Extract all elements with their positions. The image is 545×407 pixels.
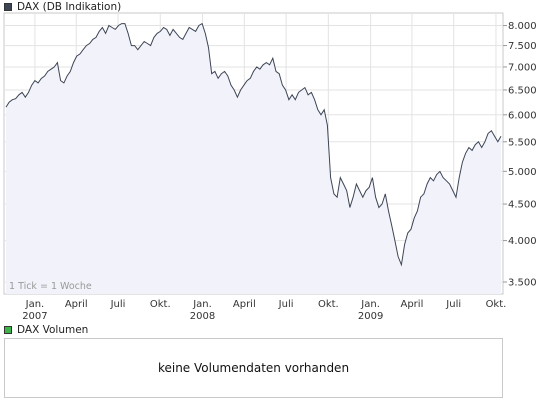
x-tick-label: Jan. xyxy=(360,299,380,310)
x-tick-label: April xyxy=(400,299,423,310)
y-tick-label: 5.000 xyxy=(508,167,537,178)
volume-empty-message: keine Volumendaten vorhanden xyxy=(157,361,350,375)
x-year-label: 2009 xyxy=(358,311,383,322)
price-legend-swatch xyxy=(4,3,12,11)
price-line xyxy=(5,22,502,267)
x-tick-label: April xyxy=(65,299,88,310)
x-year-label: 2008 xyxy=(190,311,215,322)
price-legend-label: DAX (DB Indikation) xyxy=(17,1,122,13)
volume-legend-swatch xyxy=(4,326,12,334)
y-tick-label: 6.000 xyxy=(508,110,537,121)
x-tick-label: Juli xyxy=(110,299,126,310)
price-area-fill xyxy=(6,23,501,294)
y-tick-label: 4.000 xyxy=(508,236,537,247)
x-tick-label: Okt. xyxy=(318,299,339,310)
y-tick-label: 7.000 xyxy=(508,62,537,73)
x-tick-label: Jan. xyxy=(25,299,45,310)
y-axis: 3.500 4.000 4.500 5.000 5.500 6.000 6.500 7.000… xyxy=(503,21,537,289)
volume-panel: keine Volumendaten vorhanden xyxy=(4,338,503,398)
x-tick-label: April xyxy=(233,299,256,310)
y-tick-label: 5.500 xyxy=(508,137,537,148)
y-tick-label: 7.500 xyxy=(508,41,537,52)
volume-legend-label: DAX Volumen xyxy=(17,324,89,336)
x-tick-label: Jan. xyxy=(192,299,212,310)
y-tick-label: 8.000 xyxy=(508,21,537,32)
price-legend: DAX (DB Indikation) xyxy=(4,1,121,13)
x-tick-label: Juli xyxy=(445,299,461,310)
y-tick-label: 4.500 xyxy=(508,200,537,211)
x-year-label: 2007 xyxy=(22,311,47,322)
y-tick-label: 3.500 xyxy=(508,278,537,289)
x-tick-label: Okt. xyxy=(486,299,507,310)
x-tick-label: Juli xyxy=(278,299,294,310)
volume-legend: DAX Volumen xyxy=(4,324,88,336)
tick-interval-note: 1 Tick = 1 Woche xyxy=(9,281,92,292)
x-tick-label: Okt. xyxy=(150,299,171,310)
dax-price-chart: 3.500 4.000 4.500 5.000 5.500 6.000 6.500 7.000… xyxy=(3,12,537,322)
y-tick-label: 6.500 xyxy=(508,85,537,96)
